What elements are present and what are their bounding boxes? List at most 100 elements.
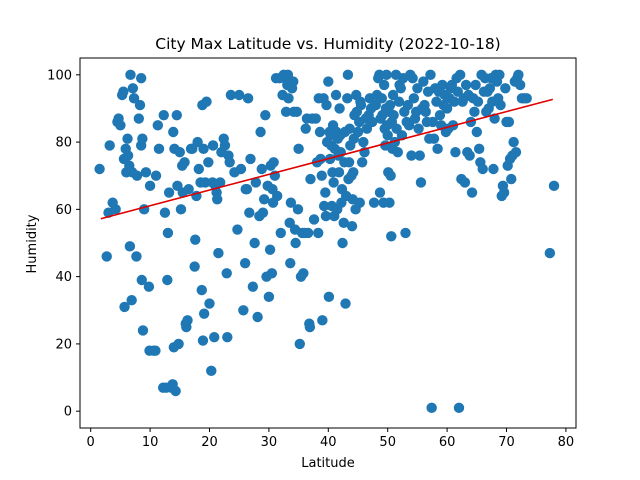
data-point [250, 177, 262, 188]
data-point [508, 136, 519, 148]
data-point [162, 227, 174, 239]
data-point [513, 69, 524, 81]
data-point [374, 187, 386, 198]
data-point [340, 298, 351, 309]
data-point [124, 241, 136, 252]
data-point [320, 187, 331, 198]
data-point [412, 83, 423, 94]
data-point [163, 187, 175, 198]
data-point [263, 291, 275, 303]
data-point [308, 214, 320, 225]
data-point [137, 133, 148, 144]
data-point [152, 120, 164, 131]
data-point [449, 96, 460, 107]
regression-layer [100, 98, 554, 220]
data-point [320, 210, 332, 222]
data-point [175, 204, 187, 215]
data-point [224, 157, 235, 168]
x-tick-label: 50 [379, 435, 396, 450]
data-point [314, 126, 326, 138]
x-tick-label: 70 [498, 435, 515, 450]
data-point [101, 251, 112, 262]
data-point [144, 180, 156, 192]
data-point [134, 99, 146, 111]
data-point [374, 69, 385, 81]
data-point [386, 231, 397, 242]
x-tick-label: 30 [261, 435, 278, 450]
data-point [337, 237, 348, 249]
data-point [338, 217, 349, 229]
data-point [418, 76, 429, 87]
x-tick-label: 20 [201, 435, 218, 450]
data-point [264, 244, 276, 255]
data-point [104, 140, 115, 151]
data-point [119, 301, 130, 313]
data-point [382, 130, 393, 141]
data-point [304, 321, 316, 333]
data-point [213, 247, 224, 259]
data-point [471, 126, 482, 138]
data-point [408, 93, 420, 104]
data-point [204, 298, 215, 309]
data-point [330, 89, 342, 101]
data-point [384, 197, 395, 208]
data-point [388, 109, 399, 121]
data-point [317, 315, 328, 326]
y-tick-label: 80 [55, 136, 72, 151]
data-point [131, 170, 143, 181]
data-point [333, 167, 345, 178]
data-point [212, 194, 223, 205]
data-point [469, 106, 480, 118]
data-point [207, 140, 219, 151]
data-point [384, 99, 396, 111]
data-point [201, 96, 212, 107]
data-point [209, 331, 220, 343]
data-point [285, 197, 297, 208]
data-point [257, 207, 269, 218]
data-point [328, 177, 339, 188]
data-point [255, 126, 266, 138]
points-layer [94, 69, 560, 414]
data-point [115, 120, 126, 131]
data-point [239, 257, 251, 269]
data-point [122, 133, 133, 144]
data-point [323, 76, 334, 87]
data-point [241, 183, 253, 195]
data-point [393, 96, 405, 107]
regression-line [100, 98, 554, 220]
data-point [150, 345, 161, 356]
data-point [171, 109, 183, 121]
data-point [454, 69, 466, 81]
data-point [158, 109, 169, 121]
data-point [136, 274, 147, 286]
data-point [192, 136, 203, 148]
data-point [283, 93, 294, 104]
data-point [190, 234, 201, 245]
data-point [179, 157, 190, 168]
data-point [370, 99, 382, 111]
data-point [193, 163, 204, 175]
data-point [315, 153, 326, 165]
data-point [367, 116, 378, 128]
data-point [200, 177, 211, 188]
data-point [135, 72, 147, 84]
data-point [285, 257, 296, 269]
data-point [428, 133, 440, 144]
data-point [173, 338, 184, 350]
data-point [252, 311, 263, 323]
data-point [198, 308, 210, 319]
data-point [321, 99, 332, 111]
data-point [198, 143, 209, 155]
data-point [222, 331, 233, 343]
data-point [245, 153, 256, 165]
data-point [150, 170, 162, 181]
data-point [206, 365, 217, 377]
data-point [122, 150, 134, 161]
data-point [342, 93, 353, 104]
x-tick-label: 40 [320, 435, 337, 450]
data-point [466, 187, 478, 198]
data-point [385, 170, 396, 181]
data-point [395, 83, 406, 94]
data-point [310, 113, 322, 124]
